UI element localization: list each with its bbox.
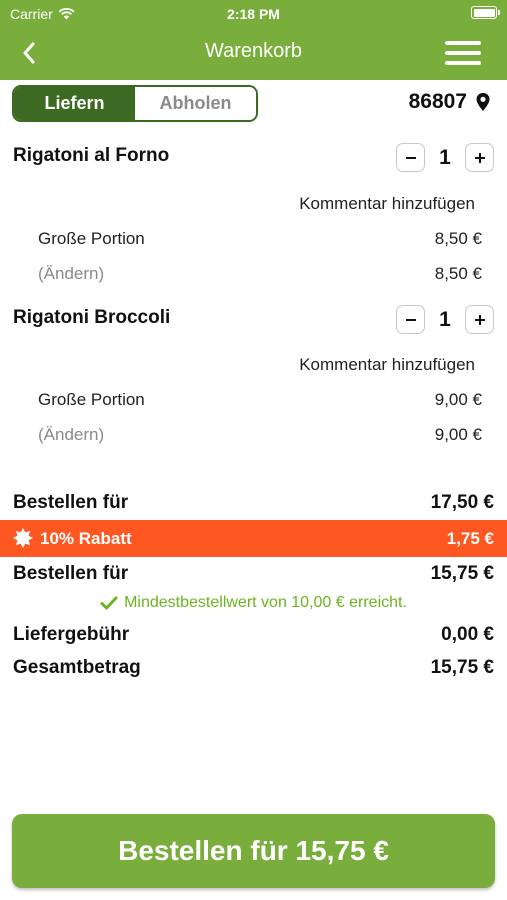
item-option-price: 9,00 € (434, 390, 482, 409)
hamburger-icon-line (445, 51, 481, 55)
back-button[interactable] (14, 38, 44, 68)
plus-icon (474, 314, 485, 325)
add-comment-link[interactable]: Kommentar hinzufügen (299, 355, 475, 374)
quantity-stepper: 1 (396, 305, 494, 334)
page-title: Warenkorb (204, 40, 303, 62)
plus-icon (474, 152, 485, 163)
status-time: 2:18 PM (227, 6, 280, 22)
item-option-label: Große Portion (38, 390, 145, 409)
min-order-text: Mindestbestellwert von 10,00 € erreicht. (124, 594, 407, 611)
discount-value: 1,75 € (446, 529, 494, 548)
chevron-left-icon (23, 42, 35, 64)
quantity-value: 1 (439, 145, 451, 169)
delivery-mode-toggle: Liefern Abholen (12, 85, 258, 122)
item-total-price: 9,00 € (434, 425, 482, 444)
cart-item-name: Rigatoni Broccoli (13, 307, 171, 328)
minus-icon (405, 156, 416, 159)
discount-banner: 10% Rabatt 1,75 € (0, 520, 507, 557)
change-item-link[interactable]: (Ändern) (38, 425, 105, 444)
increase-quantity-button[interactable] (465, 305, 494, 334)
delivery-fee-label: Liefergebühr (13, 624, 130, 645)
increase-quantity-button[interactable] (465, 143, 494, 172)
subtotal-value: 17,50 € (430, 492, 494, 513)
discounted-subtotal-label: Bestellen für (13, 563, 129, 584)
total-label: Gesamtbetrag (13, 657, 141, 678)
cart-item-name: Rigatoni al Forno (13, 145, 170, 166)
checkout-button[interactable]: Bestellen für 15,75 € (12, 814, 495, 888)
wifi-icon (58, 8, 75, 20)
tab-deliver[interactable]: Liefern (14, 87, 135, 120)
minus-icon (405, 318, 416, 321)
hamburger-icon-line (445, 61, 481, 65)
discounted-subtotal-value: 15,75 € (430, 563, 494, 584)
quantity-stepper: 1 (396, 143, 494, 172)
subtotal-label: Bestellen für (13, 492, 129, 513)
item-option-label: Große Portion (38, 229, 145, 248)
discount-badge-icon (13, 528, 33, 548)
zip-code-selector[interactable]: 86807 (409, 90, 491, 114)
decrease-quantity-button[interactable] (396, 305, 425, 334)
item-option-price: 8,50 € (434, 229, 482, 248)
add-comment-link[interactable]: Kommentar hinzufügen (299, 194, 475, 213)
battery-icon (471, 6, 500, 19)
carrier-info: Carrier (10, 6, 75, 22)
checkmark-icon (100, 596, 118, 610)
min-order-notice: Mindestbestellwert von 10,00 € erreicht. (0, 594, 507, 612)
carrier-label: Carrier (10, 6, 53, 22)
hamburger-icon-line (445, 41, 481, 45)
nav-bar: Warenkorb (0, 30, 507, 76)
total-value: 15,75 € (430, 657, 494, 678)
location-pin-icon (476, 93, 490, 111)
delivery-fee-value: 0,00 € (441, 624, 494, 645)
quantity-value: 1 (439, 307, 451, 331)
discount-label: 10% Rabatt (40, 529, 132, 548)
app-header: Carrier 2:18 PM Warenkorb (0, 0, 507, 80)
zip-code: 86807 (408, 90, 467, 113)
item-total-price: 8,50 € (434, 264, 482, 283)
menu-button[interactable] (445, 39, 481, 67)
tab-pickup[interactable]: Abholen (135, 87, 256, 120)
status-bar: Carrier 2:18 PM (0, 0, 507, 28)
change-item-link[interactable]: (Ändern) (38, 264, 105, 283)
decrease-quantity-button[interactable] (396, 143, 425, 172)
